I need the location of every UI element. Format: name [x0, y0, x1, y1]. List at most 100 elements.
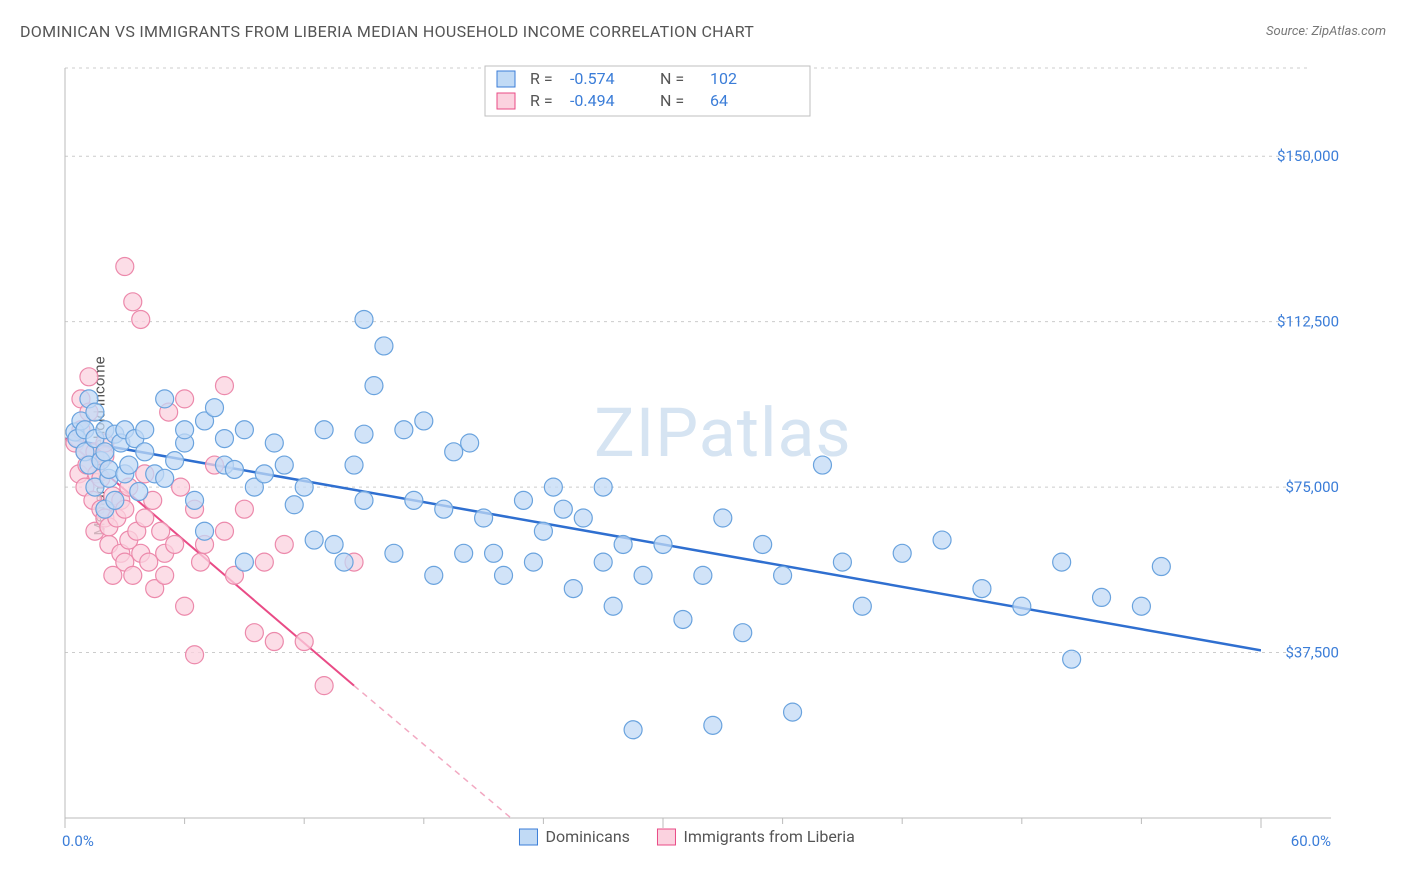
scatter-point — [196, 522, 214, 540]
scatter-point — [156, 390, 174, 408]
scatter-point — [1152, 558, 1170, 576]
scatter-point — [275, 456, 293, 474]
legend-label: Dominicans — [545, 827, 629, 846]
scatter-point — [455, 544, 473, 562]
x-tick-label: 0.0% — [62, 832, 94, 850]
scatter-point — [554, 500, 572, 518]
scatter-point — [176, 390, 194, 408]
scatter-point — [166, 535, 184, 553]
scatter-point — [285, 496, 303, 514]
scatter-point — [215, 522, 233, 540]
scatter-point — [355, 425, 373, 443]
scatter-point — [335, 553, 353, 571]
scatter-point — [206, 399, 224, 417]
r-value: -0.494 — [570, 91, 615, 110]
scatter-point — [215, 377, 233, 395]
scatter-point — [574, 509, 592, 527]
scatter-point — [461, 434, 479, 452]
scatter-point — [186, 491, 204, 509]
scatter-point — [594, 553, 612, 571]
scatter-point — [475, 509, 493, 527]
scatter-point — [1013, 597, 1031, 615]
n-value: 102 — [710, 69, 737, 88]
n-label: N = — [660, 69, 684, 88]
scatter-point — [305, 531, 323, 549]
scatter-point — [385, 544, 403, 562]
scatter-point — [265, 434, 283, 452]
scatter-point — [704, 716, 722, 734]
scatter-point — [833, 553, 851, 571]
scatter-point — [1093, 588, 1111, 606]
scatter-point — [524, 553, 542, 571]
scatter-point — [295, 478, 313, 496]
scatter-point — [136, 443, 154, 461]
scatter-point — [784, 703, 802, 721]
scatter-point — [120, 456, 138, 474]
scatter-point — [315, 677, 333, 695]
source-label: Source: — [1266, 24, 1308, 39]
chart-title: DOMINICAN VS IMMIGRANTS FROM LIBERIA MED… — [20, 22, 754, 41]
scatter-point — [166, 452, 184, 470]
scatter-point — [425, 566, 443, 584]
scatter-point — [614, 535, 632, 553]
scatter-point — [225, 460, 243, 478]
scatter-point — [604, 597, 622, 615]
scatter-point — [265, 633, 283, 651]
scatter-point — [255, 553, 273, 571]
scatter-point — [973, 580, 991, 598]
scatter-point — [654, 535, 672, 553]
scatter-point — [315, 421, 333, 439]
scatter-point — [132, 310, 150, 328]
scatter-point — [140, 553, 158, 571]
scatter-point — [100, 460, 118, 478]
scatter-point — [355, 310, 373, 328]
watermark: ZIPatlas — [594, 393, 852, 473]
scatter-point — [156, 566, 174, 584]
scatter-point — [136, 509, 154, 527]
scatter-point — [172, 478, 190, 496]
y-tick-label: $150,000 — [1277, 147, 1339, 165]
plot-group — [65, 258, 1261, 863]
scatter-point — [594, 478, 612, 496]
scatter-point — [124, 293, 142, 311]
scatter-point — [893, 544, 911, 562]
x-tick-label: 60.0% — [1291, 832, 1331, 850]
scatter-point — [152, 522, 170, 540]
scatter-point — [734, 624, 752, 642]
scatter-point — [754, 535, 772, 553]
scatter-point — [80, 368, 98, 386]
n-label: N = — [660, 91, 684, 110]
legend-swatch — [497, 93, 515, 109]
scatter-point — [365, 377, 383, 395]
y-tick-label: $75,000 — [1285, 478, 1339, 496]
scatter-point — [624, 721, 642, 739]
scatter-point — [544, 478, 562, 496]
chart-area: $37,500$75,000$112,500$150,000ZIPatlas0.… — [55, 58, 1345, 828]
scatter-point — [235, 500, 253, 518]
scatter-point — [275, 535, 293, 553]
scatter-point — [485, 544, 503, 562]
scatter-point — [813, 456, 831, 474]
chart-header: DOMINICAN VS IMMIGRANTS FROM LIBERIA MED… — [20, 22, 1386, 41]
scatter-point — [375, 337, 393, 355]
scatter-point — [156, 469, 174, 487]
legend-swatch — [519, 829, 537, 845]
scatter-point — [86, 403, 104, 421]
r-label: R = — [530, 91, 553, 110]
scatter-point — [1053, 553, 1071, 571]
scatter-point — [106, 491, 124, 509]
scatter-point — [325, 535, 343, 553]
legend-label: Immigrants from Liberia — [683, 827, 854, 846]
scatter-point — [295, 633, 313, 651]
scatter-point — [186, 646, 204, 664]
scatter-point — [255, 465, 273, 483]
n-value: 64 — [710, 91, 728, 110]
scatter-point — [235, 553, 253, 571]
scatter-point — [124, 566, 142, 584]
source-attribution: Source: ZipAtlas.com — [1266, 24, 1386, 39]
scatter-point — [674, 610, 692, 628]
scatter-point — [245, 624, 263, 642]
scatter-point — [176, 597, 194, 615]
scatter-point — [215, 430, 233, 448]
scatter-point — [116, 258, 134, 276]
